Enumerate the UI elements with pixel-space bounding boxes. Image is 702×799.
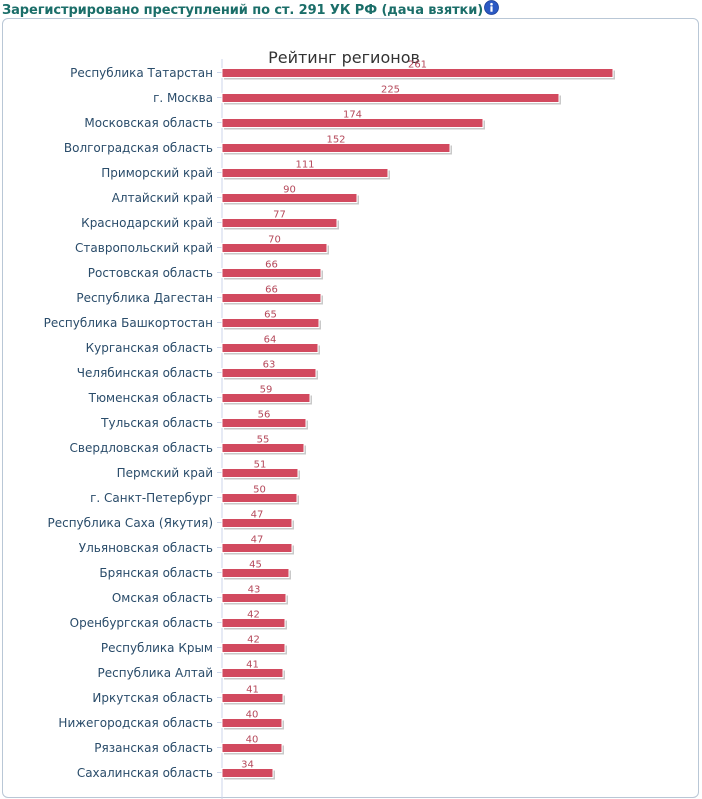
bar[interactable] <box>221 693 284 703</box>
bar[interactable] <box>221 668 284 678</box>
bar-chart: 261 Республика Татарстан 225 г. Москва 174 Мо… <box>44 59 615 799</box>
data-label: 45 <box>249 560 262 571</box>
category-label: Сахалинская область <box>77 766 213 780</box>
category-label: Краснодарский край <box>81 216 213 230</box>
bar[interactable] <box>221 293 322 303</box>
category-label: Ростовская область <box>88 266 213 280</box>
category-label: Республика Алтай <box>98 666 213 680</box>
data-label: 66 <box>265 260 278 271</box>
category-label: Волгоградская область <box>64 141 213 155</box>
category-label: Республика Татарстан <box>70 66 213 80</box>
info-icon[interactable] <box>484 0 500 15</box>
data-label: 47 <box>251 510 264 521</box>
bar[interactable] <box>221 193 358 203</box>
category-label: Республика Саха (Якутия) <box>47 516 213 530</box>
category-label: Рязанская область <box>94 741 213 755</box>
category-label: Московская область <box>84 116 213 130</box>
data-label: 40 <box>246 735 259 746</box>
data-label: 59 <box>260 385 273 396</box>
data-label: 51 <box>254 460 267 471</box>
category-label: Нижегородская область <box>58 716 213 730</box>
bar[interactable] <box>221 643 286 653</box>
bar[interactable] <box>221 443 305 453</box>
data-label: 261 <box>408 60 427 71</box>
chart-title: Рейтинг регионов <box>268 48 420 67</box>
data-label: 90 <box>283 185 296 196</box>
data-label: 55 <box>257 435 270 446</box>
bar[interactable] <box>221 468 299 478</box>
bar[interactable] <box>221 143 451 153</box>
bar[interactable] <box>221 318 320 328</box>
bar[interactable] <box>221 93 560 103</box>
category-label: Республика Крым <box>101 641 213 655</box>
chart-panel: Рейтинг регионов 261 Республика Татарстан… <box>2 18 699 799</box>
data-label: 42 <box>247 635 260 646</box>
bar[interactable] <box>221 493 298 503</box>
category-label: Республика Башкортостан <box>44 316 213 330</box>
category-label: Челябинская область <box>77 366 213 380</box>
bar[interactable] <box>221 743 283 753</box>
bar[interactable] <box>221 168 389 178</box>
data-label: 64 <box>264 335 277 346</box>
bar[interactable] <box>221 268 322 278</box>
data-label: 43 <box>248 585 261 596</box>
category-label: Ульяновская область <box>79 541 213 555</box>
bar[interactable] <box>221 418 307 428</box>
data-label: 47 <box>251 535 264 546</box>
bar[interactable] <box>221 118 484 128</box>
category-label: Омская область <box>112 591 213 605</box>
data-label: 40 <box>246 710 259 721</box>
bar[interactable] <box>221 618 286 628</box>
category-label: Брянская область <box>99 566 213 580</box>
category-label: Ставропольский край <box>75 241 213 255</box>
bar[interactable] <box>221 68 614 78</box>
category-label: Тульская область <box>100 416 213 430</box>
category-label: Тюменская область <box>88 391 213 405</box>
data-label: 174 <box>343 110 362 121</box>
data-label: 63 <box>263 360 276 371</box>
data-label: 56 <box>258 410 271 421</box>
category-label: Оренбургская область <box>70 616 213 630</box>
bar[interactable] <box>221 343 319 353</box>
data-label: 66 <box>265 285 278 296</box>
data-label: 65 <box>264 310 277 321</box>
bar[interactable] <box>221 518 293 528</box>
category-label: Пермский край <box>117 466 213 480</box>
data-label: 152 <box>326 135 345 146</box>
category-label: Иркутская область <box>92 691 213 705</box>
bar[interactable] <box>221 243 328 253</box>
bar[interactable] <box>221 218 338 228</box>
bar[interactable] <box>221 368 317 378</box>
data-label: 42 <box>247 610 260 621</box>
bar[interactable] <box>221 568 290 578</box>
category-label: г. Москва <box>153 91 213 105</box>
category-label: Свердловская область <box>70 441 214 455</box>
data-label: 41 <box>246 685 259 696</box>
bar[interactable] <box>221 543 293 553</box>
data-label: 77 <box>273 210 286 221</box>
category-label: Алтайский край <box>112 191 213 205</box>
header-title: Зарегистрировано преступлений по ст. 291… <box>2 2 484 18</box>
bar[interactable] <box>221 718 283 728</box>
data-label: 34 <box>241 760 254 771</box>
data-label: 41 <box>246 660 259 671</box>
data-label: 225 <box>381 85 400 96</box>
category-label: г. Санкт-Петербург <box>90 491 213 505</box>
bar[interactable] <box>221 393 311 403</box>
category-label: Республика Дагестан <box>76 291 213 305</box>
bar[interactable] <box>221 593 287 603</box>
header: Зарегистрировано преступлений по ст. 291… <box>2 0 500 20</box>
category-label: Курганская область <box>86 341 213 355</box>
data-label: 70 <box>268 235 281 246</box>
bar[interactable] <box>221 768 274 778</box>
category-label: Приморский край <box>101 166 213 180</box>
data-label: 111 <box>295 160 314 171</box>
data-label: 50 <box>253 485 266 496</box>
